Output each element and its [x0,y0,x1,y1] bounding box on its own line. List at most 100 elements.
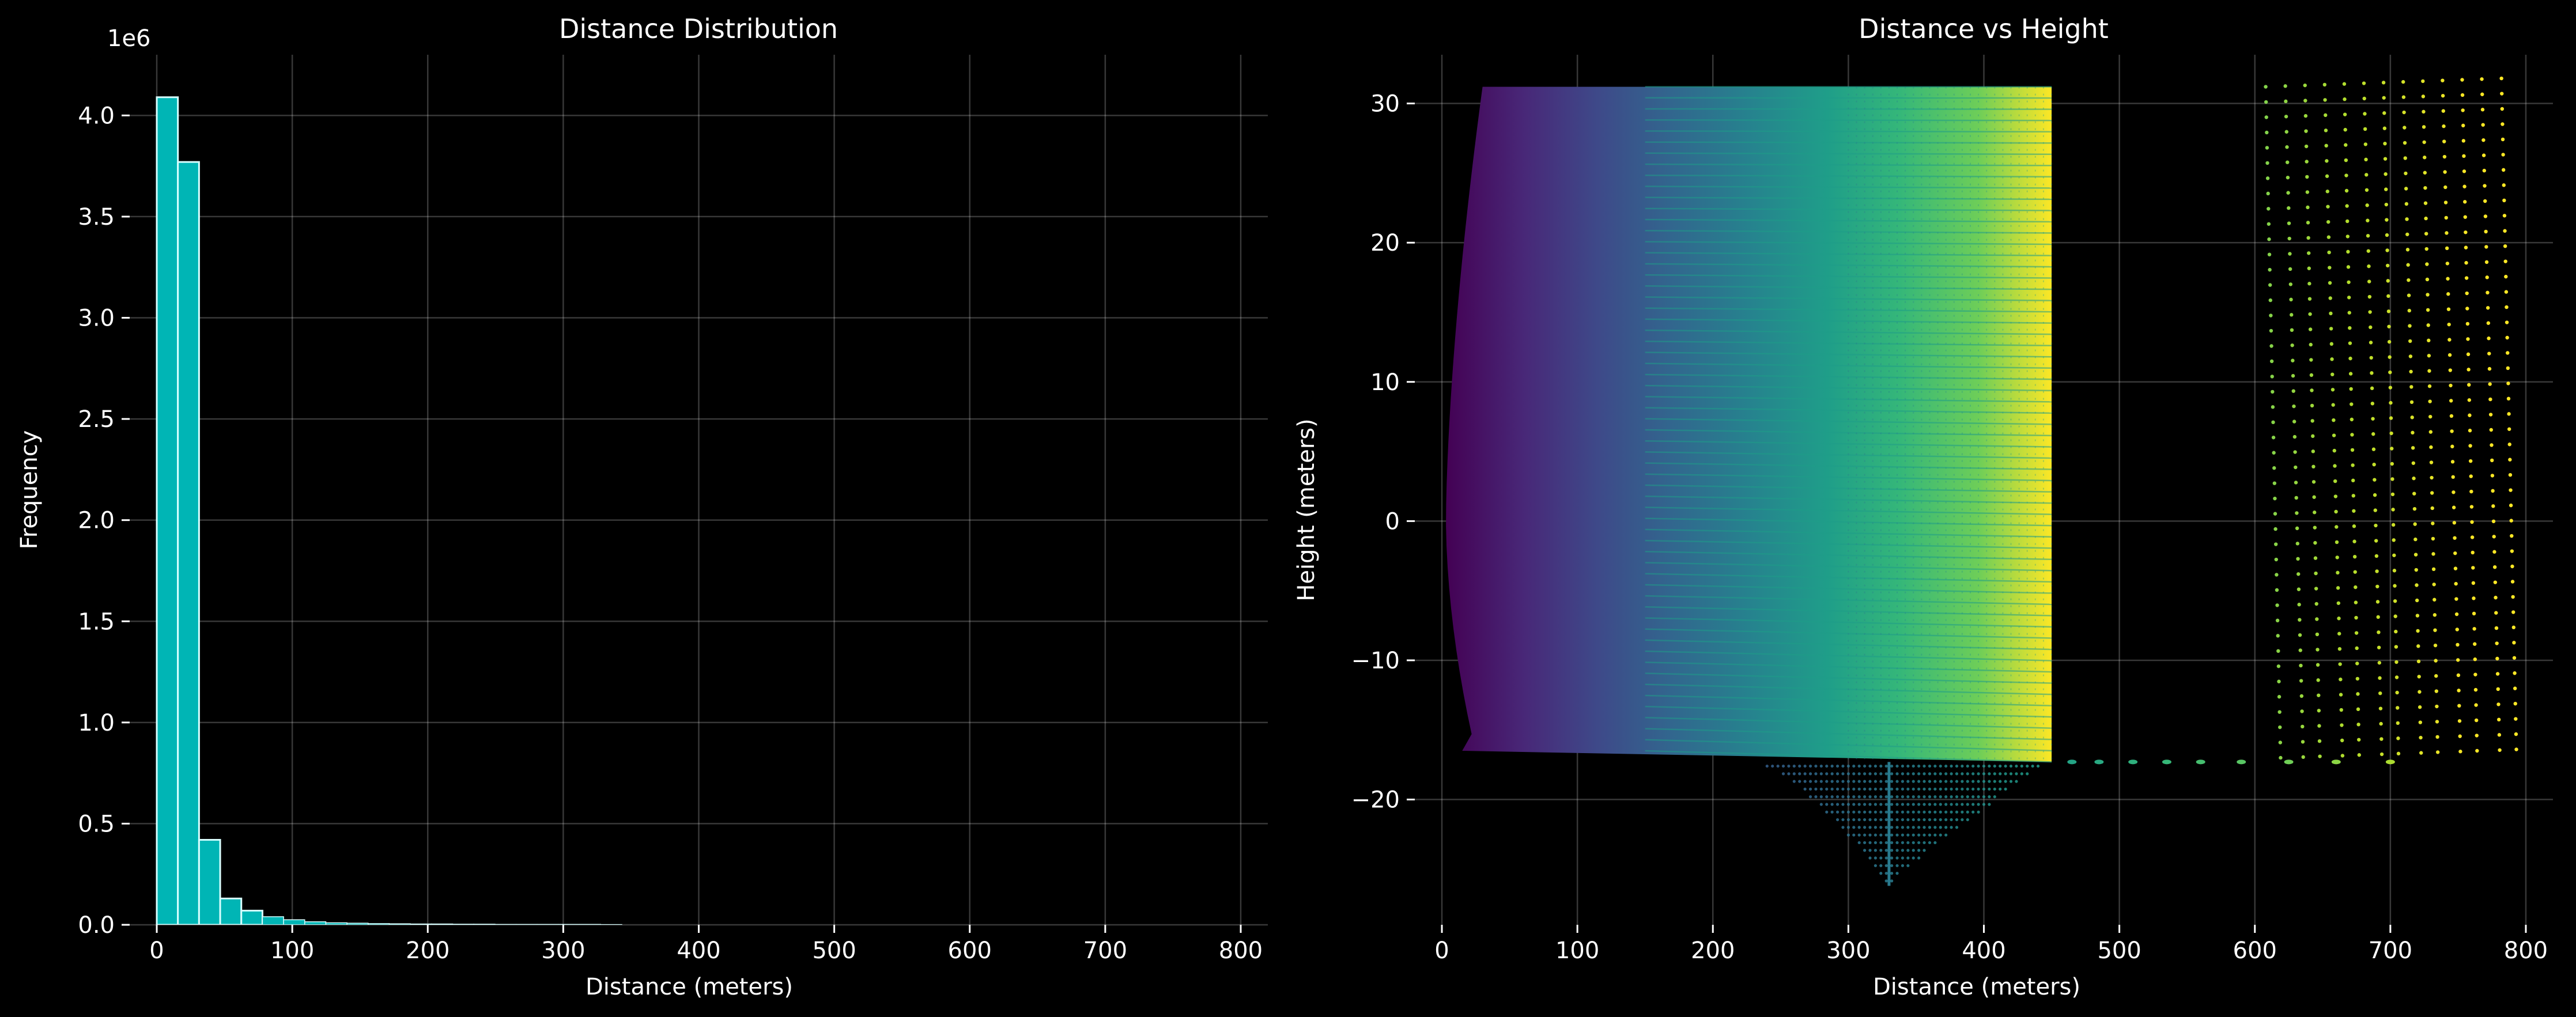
scatter-point [2269,359,2274,364]
scatter-point [1874,795,1878,799]
scatter-point [2269,328,2273,333]
histogram-x-tick-label: 300 [541,937,585,964]
scatter-point [1879,841,1883,845]
scatter-fan-line [1645,207,2052,211]
scatter-fan-line [1645,341,2052,346]
histogram-x-tick-label: 600 [948,937,992,964]
scatter-point [1852,772,1856,776]
histogram-grid [130,55,1268,926]
scatter-point [1928,803,1932,806]
scatter-point [1890,780,1894,783]
scatter-point [2344,173,2348,177]
scatter-point [1933,833,1937,837]
scatter-point [2295,526,2299,531]
scatter-point [2460,78,2464,82]
scatter-point [2276,649,2280,653]
scatter-point [1846,818,1850,822]
scatter-point [2468,413,2472,417]
scatter-point [1971,772,1975,776]
scatter-point [2306,251,2311,255]
scatter-point [1922,841,1926,845]
scatter-point [2455,627,2459,632]
scatter-point [2401,95,2406,99]
scatter-point [2289,297,2293,302]
scatter-point [2442,154,2447,159]
scatter-point [2314,571,2318,576]
scatter-point [2294,465,2298,470]
scatter-point [2370,371,2374,375]
scatter-point [1868,803,1872,806]
scatter-point [2393,584,2397,588]
scatter-point [2433,628,2437,632]
histogram-y-offset-label: 1e6 [107,25,151,52]
scatter-point [1841,795,1845,799]
scatter-point [1966,818,1969,822]
scatter-point [1857,818,1861,822]
scatter-point [1928,818,1932,822]
histogram-bar [515,924,538,925]
histogram-x-tick-label: 200 [406,937,450,964]
scatter-point [2312,511,2317,515]
histogram-y-tick-label: 3.0 [78,305,115,332]
scatter-point [2378,691,2382,695]
scatter-point [2512,656,2517,660]
scatter-fan-line [1645,717,2052,729]
scatter-point [2343,112,2347,116]
scatter-point [1906,787,1910,791]
scatter-point [2416,644,2420,648]
scatter-point [2299,663,2303,668]
scatter-point [1846,810,1850,814]
scatter-point [2335,555,2339,559]
scatter-point [1863,849,1867,852]
scatter-point [1835,764,1840,768]
histogram-bar [473,924,496,925]
scatter-point [1808,772,1812,776]
scatter-lower-bulge [1765,762,2040,886]
scatter-point [1868,833,1872,837]
scatter-point [1895,787,1899,791]
scatter-point [1814,780,1818,783]
scatter-point [1917,780,1921,783]
scatter-point [1863,803,1867,806]
scatter-point [2271,436,2276,440]
scatter-point [1912,826,1915,829]
scatter-point [2463,215,2467,219]
scatter-point [1912,856,1915,860]
scatter-point [1977,787,1980,791]
scatter-point [2366,218,2370,222]
scatter-point [2374,523,2378,528]
scatter-y-tick-label: −10 [1351,648,1400,674]
scatter-point [1890,803,1894,806]
scatter-point [2297,603,2301,607]
scatter-point [2450,460,2455,464]
scatter-point [1901,849,1905,852]
scatter-point [1928,780,1932,783]
histogram-chart: Distance Distribution 0 100 200 300 400 500 60… [16,13,1268,1000]
scatter-point [2396,706,2400,710]
scatter-point [1917,810,1921,814]
histogram-y-ticks: 0.0 0.5 1.0 1.5 2.0 2.5 3.0 3.5 4.0 [78,103,130,939]
scatter-point [2345,235,2350,239]
scatter-point [2324,113,2328,118]
histogram-y-tick-label: 2.5 [78,406,115,433]
scatter-point [1841,772,1845,776]
scatter-point [2394,645,2399,649]
scatter-point [1944,803,1948,806]
scatter-point [1895,833,1899,837]
scatter-point [1825,780,1829,783]
scatter-point [2481,153,2486,157]
scatter-point [2458,734,2462,738]
scatter-point [2371,447,2376,451]
scatter-point [1879,803,1883,806]
scatter-point [2328,266,2332,270]
scatter-point [2446,277,2450,281]
scatter-point [1879,795,1883,799]
scatter-point [1814,795,1818,799]
scatter-point [1874,856,1878,860]
scatter-point [2504,290,2509,294]
scatter-point [1901,795,1905,799]
scatter-point [2273,527,2277,531]
scatter-point [1841,803,1845,806]
scatter-point [1857,787,1861,791]
scatter-point [2510,580,2515,584]
